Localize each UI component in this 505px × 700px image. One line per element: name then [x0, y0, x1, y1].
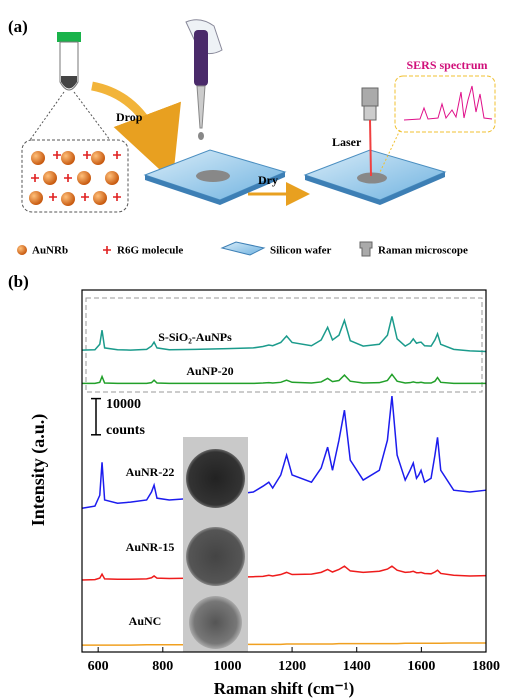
- spectrum-line: [82, 396, 486, 508]
- particle: [61, 192, 75, 206]
- dry-label: Dry: [258, 173, 278, 187]
- pipette-tip: [197, 86, 205, 128]
- particle: [31, 151, 45, 165]
- particles: [29, 151, 121, 206]
- tube-cap: [57, 32, 81, 42]
- x-tick-label: 1400: [343, 659, 371, 674]
- laser-beam: [370, 120, 371, 176]
- spectrum-line: [82, 316, 486, 351]
- x-axis-title: Raman shift (cm⁻¹): [214, 679, 355, 698]
- plot: 600 800 1000 1200 1400 1600 1800 S-SiO₂-AuNPs Au…: [82, 316, 500, 674]
- sample-spot: [357, 173, 387, 184]
- figure: (a) Drop Dry Laser SERS spectrum AuNRb: [0, 0, 505, 700]
- scale-bar-unit: counts: [106, 423, 145, 438]
- particle: [77, 171, 91, 185]
- series-label: AuNR-15: [126, 540, 175, 554]
- droplet: [198, 132, 204, 140]
- sers-box: [395, 76, 495, 132]
- sers-sketch: [404, 86, 492, 120]
- legend-text: Silicon wafer: [270, 245, 332, 257]
- series-label: AuNR-22: [126, 465, 175, 479]
- laser-label: Laser: [332, 135, 362, 149]
- particle: [91, 151, 105, 165]
- objective-top: [362, 88, 378, 106]
- pipette: [186, 20, 222, 140]
- particle: [93, 191, 107, 205]
- series-label: S-SiO₂-AuNPs: [158, 330, 232, 344]
- objective: [362, 88, 378, 120]
- drop-label: Drop: [116, 110, 143, 124]
- legend-icon: [17, 245, 27, 255]
- particle: [29, 191, 43, 205]
- scale-bar-label: 10000: [106, 397, 141, 412]
- panel-label: (a): [8, 17, 28, 36]
- sers-label: SERS spectrum: [406, 58, 487, 72]
- x-tick-label: 1200: [278, 659, 306, 674]
- x-tick-label: 1000: [213, 659, 241, 674]
- x-tick-label: 800: [152, 659, 173, 674]
- tem-particle: [189, 596, 242, 649]
- legend-icon: [103, 246, 111, 254]
- objective-lens: [364, 106, 376, 120]
- sample-spot: [196, 170, 230, 182]
- series-label: AuNP-20: [186, 364, 233, 378]
- pipette-body: [194, 30, 208, 86]
- y-axis-title: Intensity (a.u.): [28, 414, 49, 527]
- legend-text: R6G molecule: [117, 245, 183, 257]
- x-tick-label: 1600: [407, 659, 435, 674]
- series-label: AuNC: [129, 614, 162, 628]
- spectrum-line: [82, 374, 486, 383]
- tem-particle: [186, 527, 245, 586]
- spectrum-line: [82, 566, 486, 580]
- particle: [43, 171, 57, 185]
- legend-icon: [222, 242, 264, 255]
- particle: [61, 151, 75, 165]
- legend-text: AuNRb: [32, 245, 68, 257]
- zoom-line: [30, 92, 110, 140]
- panel-label: (b): [8, 272, 29, 291]
- x-tick-label: 1800: [472, 659, 500, 674]
- tem-particle: [186, 449, 245, 508]
- spectrum-line: [82, 643, 486, 645]
- particle: [105, 171, 119, 185]
- highlight-box: [86, 298, 482, 392]
- legend-text: Raman microscope: [378, 245, 468, 257]
- legend-icon: [360, 242, 372, 256]
- x-tick-label: 600: [88, 659, 109, 674]
